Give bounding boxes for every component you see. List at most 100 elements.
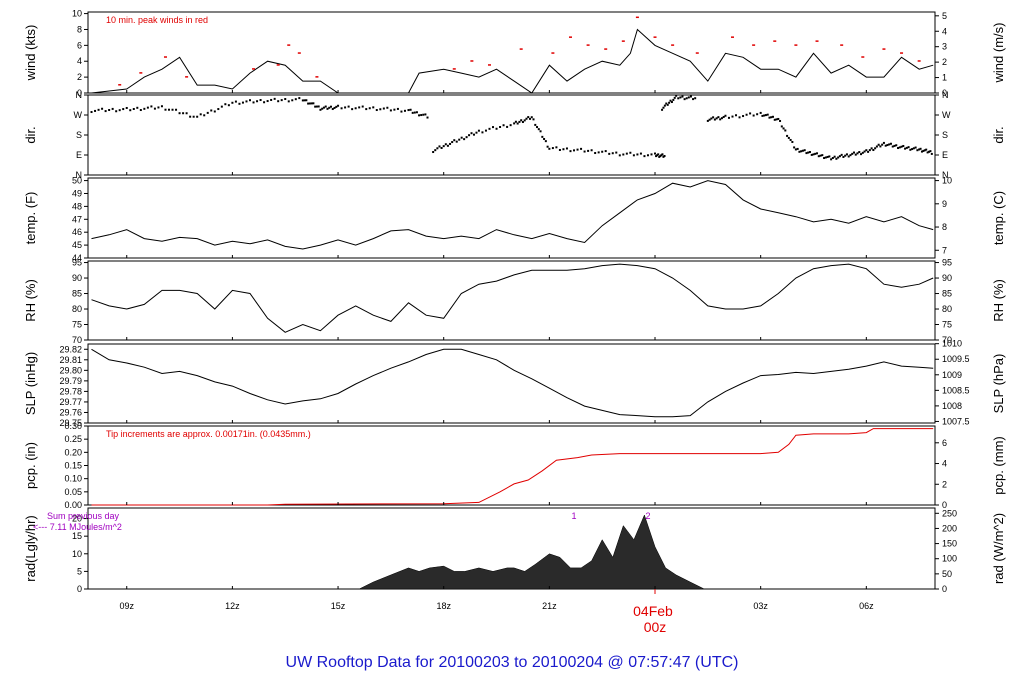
direction-point xyxy=(312,102,315,105)
direction-point xyxy=(845,153,848,156)
direction-point xyxy=(658,155,661,158)
direction-point xyxy=(465,136,468,139)
direction-point xyxy=(347,105,350,108)
direction-point xyxy=(672,98,675,101)
series-line xyxy=(91,348,934,418)
direction-point xyxy=(122,108,125,111)
direction-point xyxy=(863,150,866,153)
direction-point xyxy=(413,111,416,114)
radiation-sum-value: <--- 7.11 MJoules/m^2 xyxy=(33,522,122,532)
right-tick-label: 7 xyxy=(942,245,947,255)
direction-point xyxy=(872,149,875,152)
direction-point xyxy=(382,107,385,110)
direction-point xyxy=(523,119,526,122)
direction-point xyxy=(779,119,782,122)
panel-frame xyxy=(87,177,936,259)
direction-segment xyxy=(661,94,697,111)
left-tick-label: 29.81 xyxy=(59,355,82,365)
right-tick-label: 200 xyxy=(942,523,957,533)
peak-wind-mark xyxy=(487,64,491,66)
direction-point xyxy=(358,106,361,109)
direction-point xyxy=(256,100,259,103)
direction-point xyxy=(263,101,266,104)
direction-point xyxy=(252,101,255,104)
direction-point xyxy=(879,145,882,148)
right-tick-label: 4 xyxy=(942,26,947,36)
direction-point xyxy=(449,142,452,145)
left-tick-label: 0.00 xyxy=(64,500,82,510)
direction-point xyxy=(798,150,801,153)
x-tick-label: 12z xyxy=(225,601,240,611)
right-axis-label: rad (W/m^2) xyxy=(991,513,1006,584)
direction-point xyxy=(911,148,914,151)
left-tick-label: 48 xyxy=(72,201,82,211)
direction-point xyxy=(835,157,838,160)
direction-point xyxy=(816,152,819,155)
direction-point xyxy=(499,126,502,128)
right-tick-label: 1007.5 xyxy=(942,416,970,426)
direction-point xyxy=(749,112,752,115)
direction-point xyxy=(663,155,666,157)
left-tick-label: 46 xyxy=(72,227,82,237)
direction-point xyxy=(868,149,871,152)
direction-point xyxy=(389,109,392,112)
direction-point xyxy=(379,108,382,111)
direction-point xyxy=(786,134,789,137)
direction-point xyxy=(143,107,146,110)
left-axis-label: SLP (inHg) xyxy=(23,352,38,415)
direction-point xyxy=(611,152,614,155)
direction-point xyxy=(185,112,188,115)
left-tick-label: W xyxy=(74,110,83,120)
direction-point xyxy=(415,111,418,114)
tip-increment-note: Tip increments are approx. 0.00171in. (0… xyxy=(106,429,311,439)
peak-wind-mark xyxy=(752,44,756,46)
direction-point xyxy=(108,109,111,111)
direction-point xyxy=(810,153,813,156)
direction-point xyxy=(576,148,579,151)
date-hour-label: 00z xyxy=(644,619,667,635)
direction-point xyxy=(770,116,773,119)
direction-point xyxy=(569,150,572,153)
direction-point xyxy=(178,112,181,115)
direction-point xyxy=(314,105,317,108)
peak-wind-mark xyxy=(163,56,167,58)
direction-point xyxy=(386,106,389,109)
direction-point xyxy=(351,108,354,111)
direction-point xyxy=(562,148,565,151)
left-tick-label: 5 xyxy=(77,566,82,576)
right-tick-label: E xyxy=(942,150,948,160)
left-tick-label: 49 xyxy=(72,188,82,198)
right-tick-label: 0 xyxy=(942,584,947,594)
panel-2: 44 45 46 47 48 49 50 7 8 9 10 temp. (F) temp. (C) xyxy=(23,176,1006,263)
direction-point xyxy=(153,107,156,110)
direction-point xyxy=(291,99,294,102)
direction-point xyxy=(801,149,804,152)
direction-point xyxy=(629,151,632,154)
direction-point xyxy=(601,150,604,153)
direction-point xyxy=(354,107,357,110)
right-tick-label: W xyxy=(942,110,951,120)
direction-point xyxy=(206,111,209,114)
direction-point xyxy=(227,104,230,107)
direction-point xyxy=(814,152,817,155)
left-tick-label: N xyxy=(76,90,83,100)
direction-point xyxy=(708,118,711,121)
direction-point xyxy=(636,153,639,156)
direction-point xyxy=(587,149,590,152)
direction-point xyxy=(331,108,334,111)
direction-point xyxy=(632,154,635,157)
direction-point xyxy=(321,107,324,110)
direction-point xyxy=(833,155,836,158)
direction-point xyxy=(492,126,495,129)
direction-point xyxy=(527,116,530,119)
peak-wind-mark xyxy=(586,44,590,46)
direction-point xyxy=(837,156,840,159)
right-tick-label: 5 xyxy=(942,11,947,21)
marker-2: 2 xyxy=(645,511,650,521)
direction-point xyxy=(94,109,97,112)
direction-point xyxy=(249,99,252,102)
direction-point xyxy=(793,146,796,149)
left-tick-label: 0.15 xyxy=(64,461,82,471)
x-tick-label: 21z xyxy=(542,601,557,611)
